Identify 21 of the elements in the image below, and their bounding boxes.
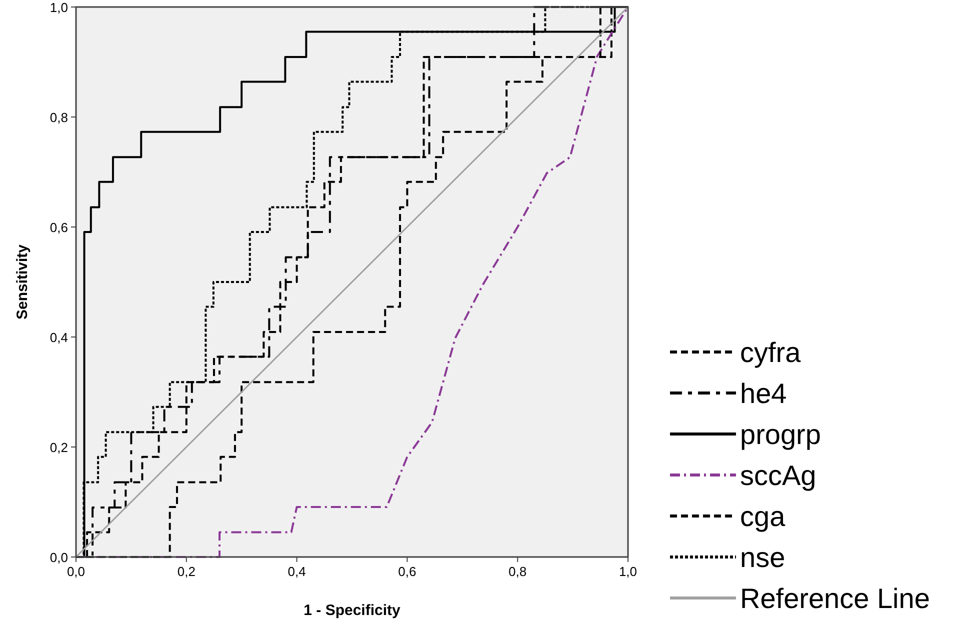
x-axis-title: 1 - Specificity [304, 602, 402, 619]
x-tick-label: 0,6 [398, 564, 416, 579]
x-tick-label: 1,0 [618, 564, 638, 579]
legend-label: nse [740, 542, 786, 573]
y-tick-label: 0,8 [50, 110, 68, 125]
x-tick-label: 0,8 [508, 564, 527, 579]
legend-label: cyfra [740, 337, 802, 368]
y-tick-label: 0,0 [50, 550, 68, 565]
y-tick-label: 0,4 [50, 330, 68, 345]
legend-label: Reference Line [740, 583, 930, 614]
x-tick-label: 0,4 [288, 564, 306, 579]
legend-label: sccAg [740, 460, 816, 491]
x-tick-label: 0,2 [177, 564, 196, 579]
y-tick-label: 1,0 [50, 0, 68, 15]
legend-label: he4 [740, 378, 787, 409]
x-tick-label: 0,0 [66, 564, 86, 579]
y-tick-label: 0,2 [50, 440, 68, 455]
legend-label: progrp [740, 419, 821, 450]
y-tick-label: 0,6 [50, 220, 68, 235]
y-axis-title: Sensitivity [14, 244, 31, 320]
legend-label: cga [740, 501, 786, 532]
